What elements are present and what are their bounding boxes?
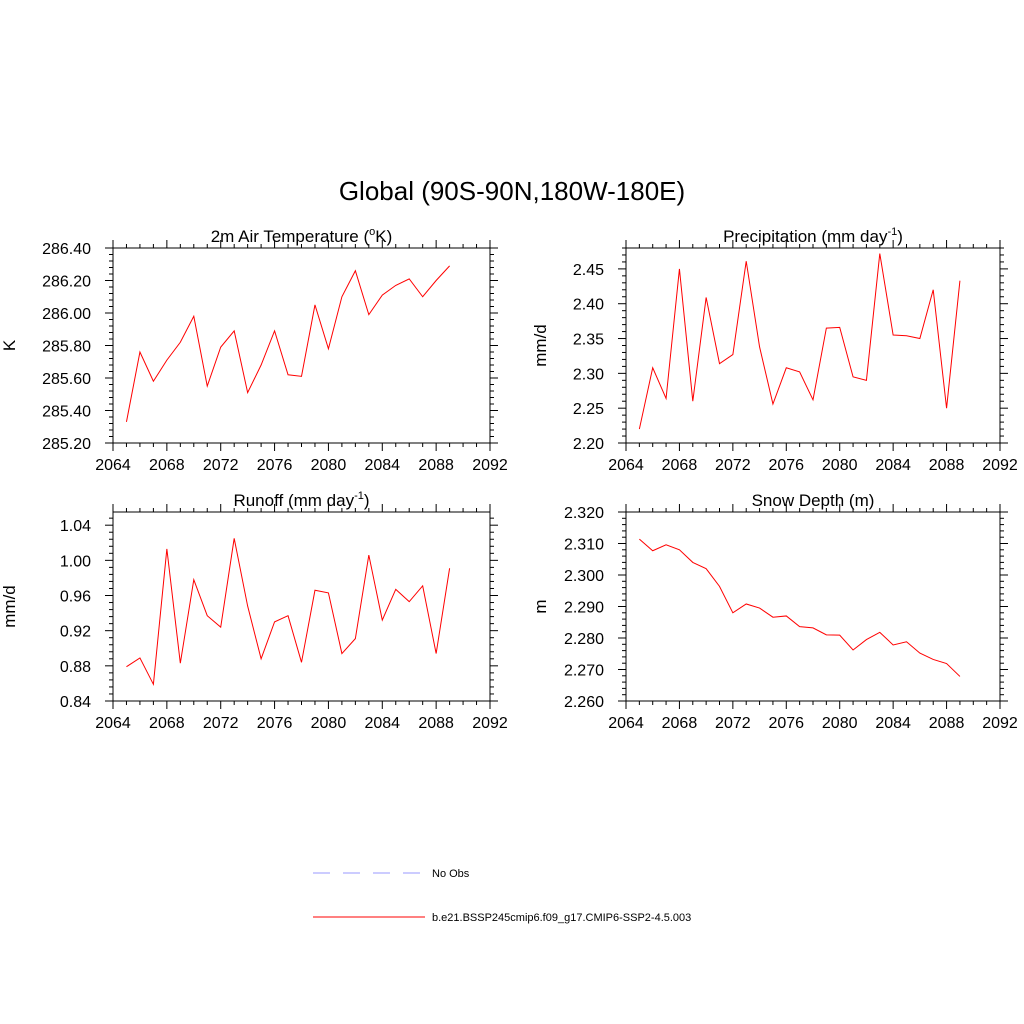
panel-title-superscript: o <box>369 226 375 238</box>
panel-title-text: Snow Depth (m) <box>752 491 875 510</box>
y-tick-label: 2.300 <box>564 568 604 585</box>
legend-label: No Obs <box>432 868 470 880</box>
x-tick-label: 2088 <box>418 457 454 474</box>
y-tick-label: 0.88 <box>60 659 91 676</box>
x-tick-label: 2092 <box>982 715 1018 732</box>
x-tick-label: 2080 <box>311 715 347 732</box>
y-tick-label: 2.280 <box>564 631 604 648</box>
x-tick-label: 2068 <box>662 715 698 732</box>
y-axis-label: K <box>0 339 19 351</box>
plot-frame <box>112 247 491 444</box>
panels: 2064 2068 2072 2076 2080 2084 2088 2092 285.20 28… <box>0 226 1018 732</box>
legend: No Obs b.e21.BSSP245cmip6.f09_g17.CMIP6-S… <box>313 868 691 924</box>
x-tick-label: 2092 <box>472 715 508 732</box>
chart-panel-2: 2064 2068 2072 2076 2080 2084 2088 2092 2.20 2.25… <box>531 226 1018 474</box>
x-tick-label: 2092 <box>982 457 1018 474</box>
panel-title-superscript: -1 <box>354 490 364 502</box>
y-tick-label: 0.96 <box>60 589 91 606</box>
x-tick-label: 2088 <box>929 715 965 732</box>
x-tick-label: 2076 <box>257 715 293 732</box>
y-tick-label: 286.00 <box>42 306 91 323</box>
x-tick-label: 2064 <box>608 715 644 732</box>
series-line <box>639 538 961 677</box>
y-tick-label: 286.20 <box>42 274 91 291</box>
legend-label: b.e21.BSSP245cmip6.f09_g17.CMIP6-SSP2-4.… <box>432 912 691 924</box>
y-axis-label: mm/d <box>0 585 19 628</box>
y-tick-label: 2.20 <box>573 436 604 453</box>
x-tick-label: 2072 <box>715 457 751 474</box>
panel-title-text: Runoff (mm day <box>233 491 354 510</box>
y-tick-label: 0.92 <box>60 624 91 641</box>
y-axis-label: mm/d <box>531 324 550 367</box>
y-tick-label: 2.260 <box>564 694 604 711</box>
x-tick-label: 2076 <box>768 457 804 474</box>
series-line <box>126 538 451 687</box>
y-tick-label: 0.84 <box>60 694 91 711</box>
x-tick-label: 2072 <box>203 715 239 732</box>
x-tick-label: 2088 <box>418 715 454 732</box>
x-tick-label: 2064 <box>608 457 644 474</box>
series-line <box>125 265 450 422</box>
y-tick-label: 285.80 <box>42 339 91 356</box>
x-tick-label: 2068 <box>662 457 698 474</box>
panel-title: 2m Air Temperature (oK) <box>211 226 393 246</box>
x-tick-label: 2084 <box>875 457 911 474</box>
y-tick-label: 2.30 <box>573 366 604 383</box>
plot-frame <box>112 511 491 702</box>
figure-title: Global (90S-90N,180W-180E) <box>339 176 685 206</box>
x-tick-label: 2068 <box>149 457 185 474</box>
y-tick-label: 285.20 <box>42 436 91 453</box>
y-tick-label: 286.40 <box>42 241 91 258</box>
panel-title-close: ) <box>897 227 903 246</box>
y-tick-label: 1.04 <box>60 518 91 535</box>
x-tick-label: 2072 <box>203 457 239 474</box>
y-axis-label: m <box>531 599 550 613</box>
y-tick-label: 285.60 <box>42 371 91 388</box>
plot-frame <box>625 247 1001 444</box>
chart-panel-1: 2064 2068 2072 2076 2080 2084 2088 2092 285.20 28… <box>0 226 508 474</box>
x-tick-label: 2080 <box>822 457 858 474</box>
y-tick-label: 2.310 <box>564 537 604 554</box>
series-line <box>638 253 961 430</box>
x-tick-label: 2064 <box>95 715 131 732</box>
panel-title: Runoff (mm day-1) <box>233 490 369 510</box>
y-tick-label: 2.320 <box>564 505 604 522</box>
panel-title-text: 2m Air Temperature ( <box>211 227 370 246</box>
x-tick-label: 2080 <box>822 715 858 732</box>
y-tick-label: 2.290 <box>564 600 604 617</box>
y-tick-label: 2.25 <box>573 401 604 418</box>
x-tick-label: 2064 <box>95 457 131 474</box>
panel-title-superscript: -1 <box>887 226 897 238</box>
x-tick-label: 2092 <box>472 457 508 474</box>
x-tick-label: 2076 <box>257 457 293 474</box>
plot-frame <box>625 511 1001 702</box>
y-tick-label: 2.45 <box>573 262 604 279</box>
panel-title-text: Precipitation (mm day <box>723 227 888 246</box>
y-tick-label: 2.40 <box>573 297 604 314</box>
x-tick-label: 2072 <box>715 715 751 732</box>
x-tick-label: 2080 <box>311 457 347 474</box>
chart-panel-3: 2064 2068 2072 2076 2080 2084 2088 2092 0.84 0.88… <box>0 490 508 732</box>
x-tick-label: 2088 <box>929 457 965 474</box>
y-tick-label: 2.270 <box>564 663 604 680</box>
panel-title-unit: K) <box>375 227 392 246</box>
x-tick-label: 2084 <box>364 715 400 732</box>
x-tick-label: 2076 <box>768 715 804 732</box>
panel-title: Precipitation (mm day-1) <box>723 226 903 246</box>
panel-title: Snow Depth (m) <box>752 491 875 510</box>
x-tick-label: 2068 <box>149 715 185 732</box>
y-tick-label: 2.35 <box>573 332 604 349</box>
x-tick-label: 2084 <box>875 715 911 732</box>
chart-panel-4: 2064 2068 2072 2076 2080 2084 2088 2092 2.260 2.2… <box>531 491 1018 732</box>
y-tick-label: 285.40 <box>42 404 91 421</box>
panel-title-close: ) <box>364 491 370 510</box>
y-tick-label: 1.00 <box>60 553 91 570</box>
x-tick-label: 2084 <box>364 457 400 474</box>
